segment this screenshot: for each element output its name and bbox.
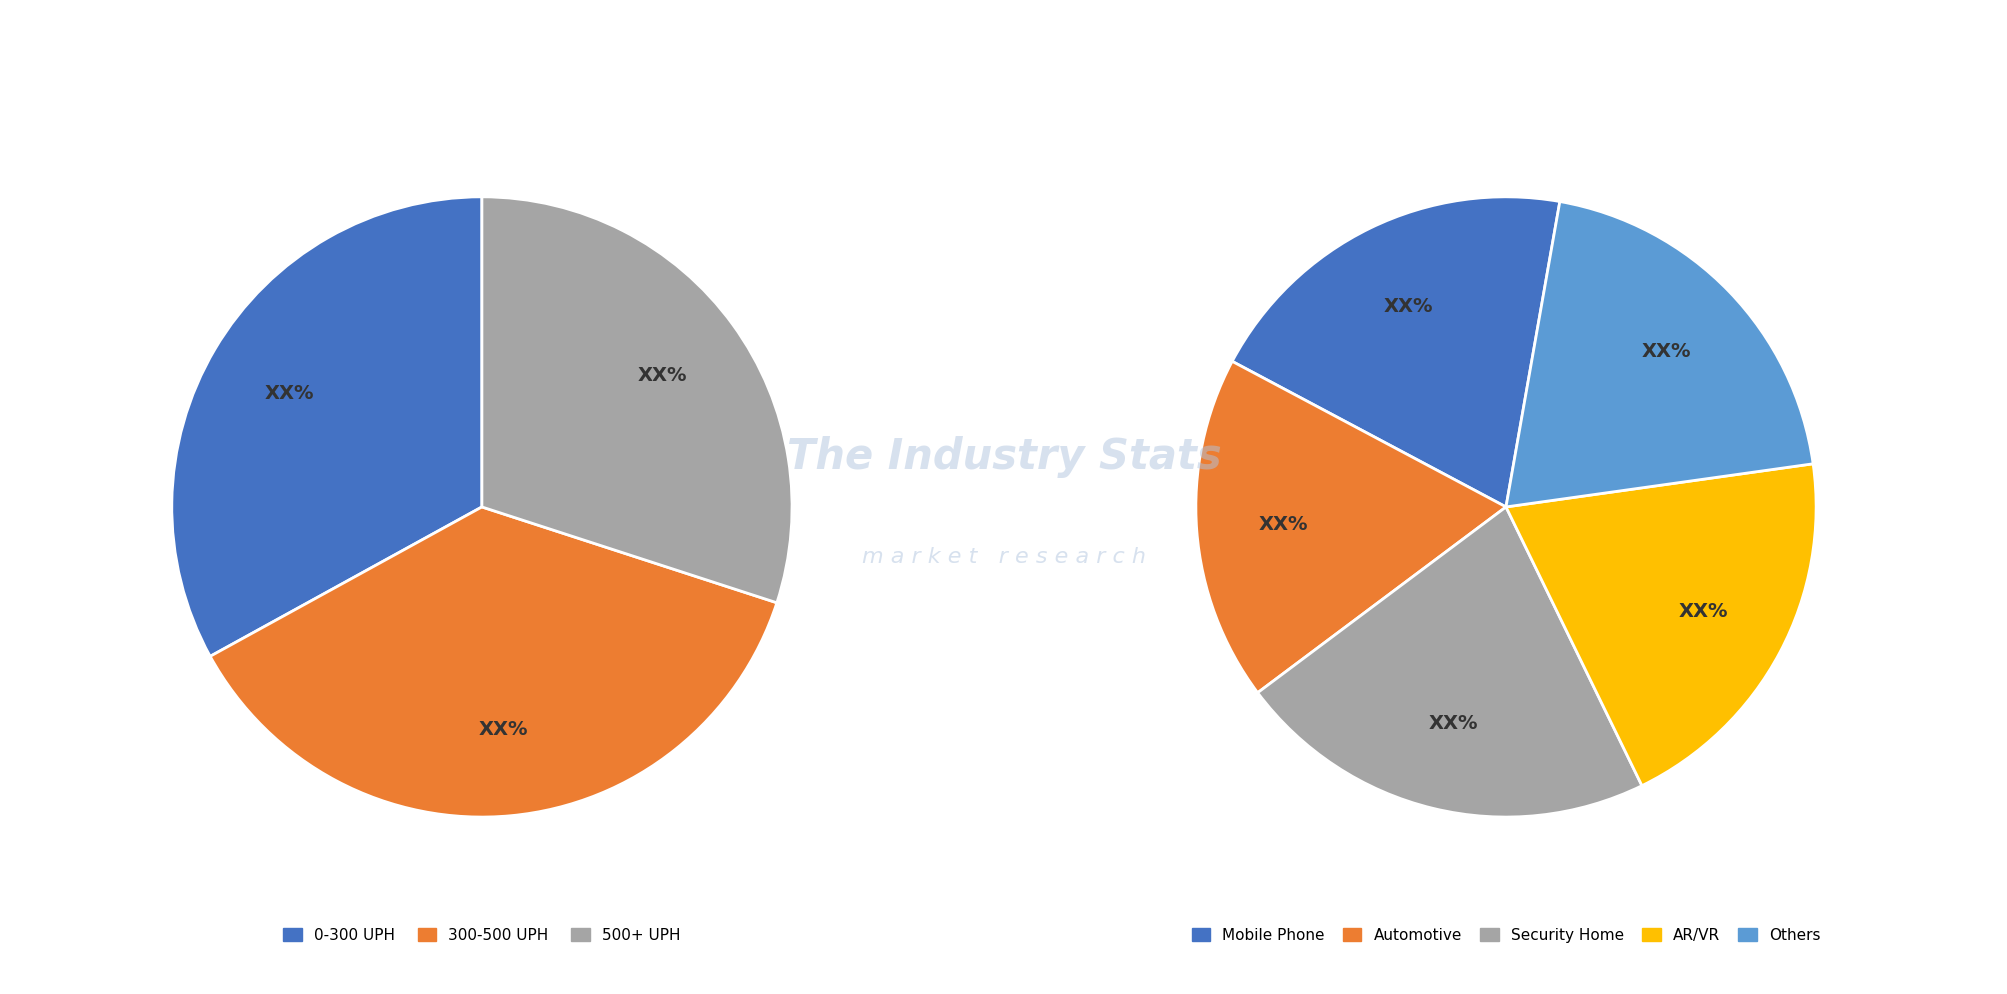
- Text: Fig. Global Active Alignment Equipment Market Share by Product Types & Applicati: Fig. Global Active Alignment Equipment M…: [40, 44, 1385, 72]
- Text: Source: Theindustrystats Analysis: Source: Theindustrystats Analysis: [40, 951, 359, 969]
- Wedge shape: [211, 507, 777, 817]
- Wedge shape: [1505, 202, 1812, 507]
- Text: XX%: XX%: [638, 366, 686, 386]
- Text: XX%: XX%: [1678, 602, 1728, 621]
- Text: XX%: XX%: [1258, 515, 1307, 534]
- Legend: Mobile Phone, Automotive, Security Home, AR/VR, Others: Mobile Phone, Automotive, Security Home,…: [1184, 921, 1826, 949]
- Wedge shape: [1505, 464, 1814, 785]
- Wedge shape: [482, 197, 791, 602]
- Wedge shape: [1256, 507, 1642, 817]
- Text: XX%: XX%: [265, 384, 315, 403]
- Text: XX%: XX%: [1642, 342, 1690, 362]
- Wedge shape: [1196, 362, 1505, 693]
- Wedge shape: [173, 197, 482, 656]
- Text: XX%: XX%: [1383, 297, 1433, 316]
- Text: XX%: XX%: [1429, 715, 1477, 734]
- Wedge shape: [1232, 197, 1559, 507]
- Text: The Industry Stats: The Industry Stats: [787, 436, 1220, 478]
- Text: Email: sales@theindustrystats.com: Email: sales@theindustrystats.com: [839, 951, 1168, 969]
- Text: Website: www.theindustrystats.com: Website: www.theindustrystats.com: [1626, 951, 1967, 969]
- Legend: 0-300 UPH, 300-500 UPH, 500+ UPH: 0-300 UPH, 300-500 UPH, 500+ UPH: [277, 921, 686, 949]
- Text: m a r k e t   r e s e a r c h: m a r k e t r e s e a r c h: [861, 547, 1146, 567]
- Text: XX%: XX%: [478, 720, 528, 739]
